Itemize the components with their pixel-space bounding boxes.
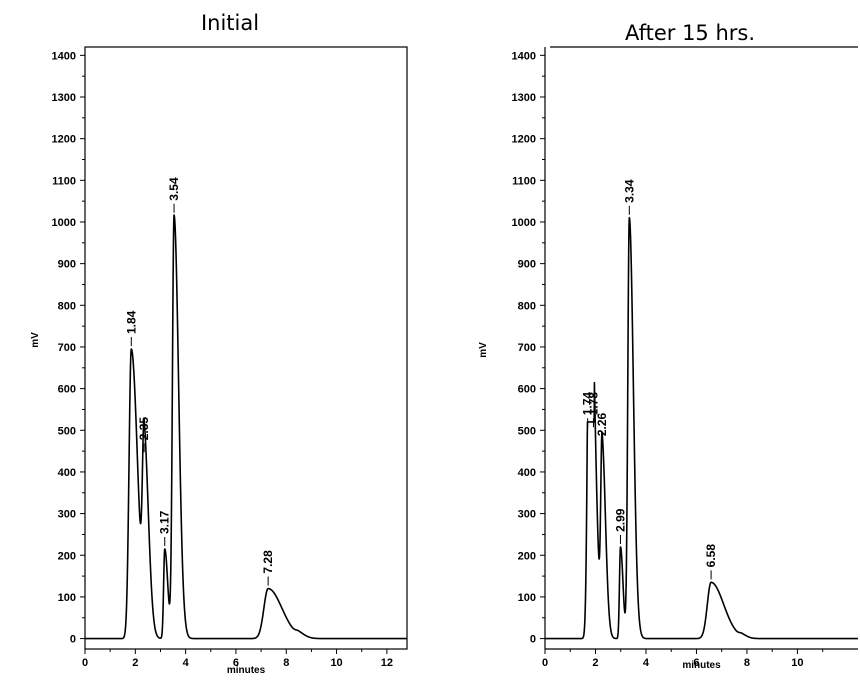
peak-label: 2.99 <box>613 508 627 532</box>
y-tick-label: 400 <box>518 467 536 479</box>
x-tick-label: 12 <box>381 657 393 669</box>
y-tick-label: 800 <box>58 300 76 312</box>
peak-label: 2.35 <box>137 417 151 441</box>
chart-title: After 15 hrs. <box>625 21 755 45</box>
y-tick-label: 100 <box>518 592 536 604</box>
x-tick-label: 0 <box>542 657 548 669</box>
y-tick-label: 1400 <box>512 50 536 62</box>
y-tick-label: 800 <box>518 300 536 312</box>
x-tick-label: 8 <box>283 657 289 669</box>
x-tick-label: 4 <box>643 657 650 669</box>
chart-title: Initial <box>201 11 259 35</box>
chart-panel-1: Initial010020030040050060070080090010001… <box>30 11 407 676</box>
y-tick-label: 700 <box>58 342 76 354</box>
x-axis-label: minutes <box>682 660 721 671</box>
x-tick-label: 8 <box>744 657 750 669</box>
y-tick-label: 900 <box>58 259 76 271</box>
y-tick-label: 100 <box>58 592 76 604</box>
y-axis-label: mV <box>30 332 41 348</box>
y-tick-label: 1000 <box>52 217 76 229</box>
peak-label: 1.84 <box>124 310 138 334</box>
y-tick-label: 1400 <box>52 50 76 62</box>
y-tick-label: 1000 <box>512 217 536 229</box>
y-tick-label: 500 <box>518 425 536 437</box>
y-tick-label: 0 <box>530 634 536 646</box>
y-axis-label: mV <box>478 342 489 358</box>
peak-label: 2.26 <box>595 412 609 436</box>
chart-panel-2: After 15 hrs.010020030040050060070080090… <box>478 21 858 671</box>
x-tick-label: 0 <box>82 657 88 669</box>
y-tick-label: 300 <box>58 509 76 521</box>
peak-label: 3.17 <box>158 510 172 534</box>
y-tick-label: 1200 <box>512 134 536 146</box>
chromatogram-trace <box>85 215 407 639</box>
x-tick-label: 4 <box>183 657 190 669</box>
y-tick-label: 300 <box>518 509 536 521</box>
y-tick-label: 200 <box>58 550 76 562</box>
chromatogram-trace <box>545 218 858 639</box>
y-tick-label: 200 <box>518 550 536 562</box>
y-tick-label: 700 <box>518 342 536 354</box>
peak-label: 7.28 <box>261 550 275 574</box>
plot-frame <box>85 47 407 649</box>
x-tick-label: 10 <box>791 657 803 669</box>
x-tick-label: 2 <box>132 657 138 669</box>
y-tick-label: 0 <box>70 634 76 646</box>
x-tick-label: 2 <box>592 657 598 669</box>
peak-label: 3.34 <box>622 179 636 203</box>
x-tick-label: 10 <box>330 657 342 669</box>
y-tick-label: 900 <box>518 259 536 271</box>
y-tick-label: 600 <box>58 384 76 396</box>
y-tick-label: 1100 <box>52 175 76 187</box>
y-tick-label: 1300 <box>52 92 76 104</box>
y-tick-label: 1200 <box>52 134 76 146</box>
y-tick-label: 1100 <box>512 175 536 187</box>
y-tick-label: 500 <box>58 425 76 437</box>
y-tick-label: 400 <box>58 467 76 479</box>
y-tick-label: 600 <box>518 384 536 396</box>
peak-label: 6.58 <box>704 544 718 568</box>
x-axis-label: minutes <box>227 665 266 676</box>
peak-label: 3.54 <box>167 177 181 201</box>
peak-label: 1.78 <box>586 392 600 416</box>
y-tick-label: 1300 <box>512 92 536 104</box>
